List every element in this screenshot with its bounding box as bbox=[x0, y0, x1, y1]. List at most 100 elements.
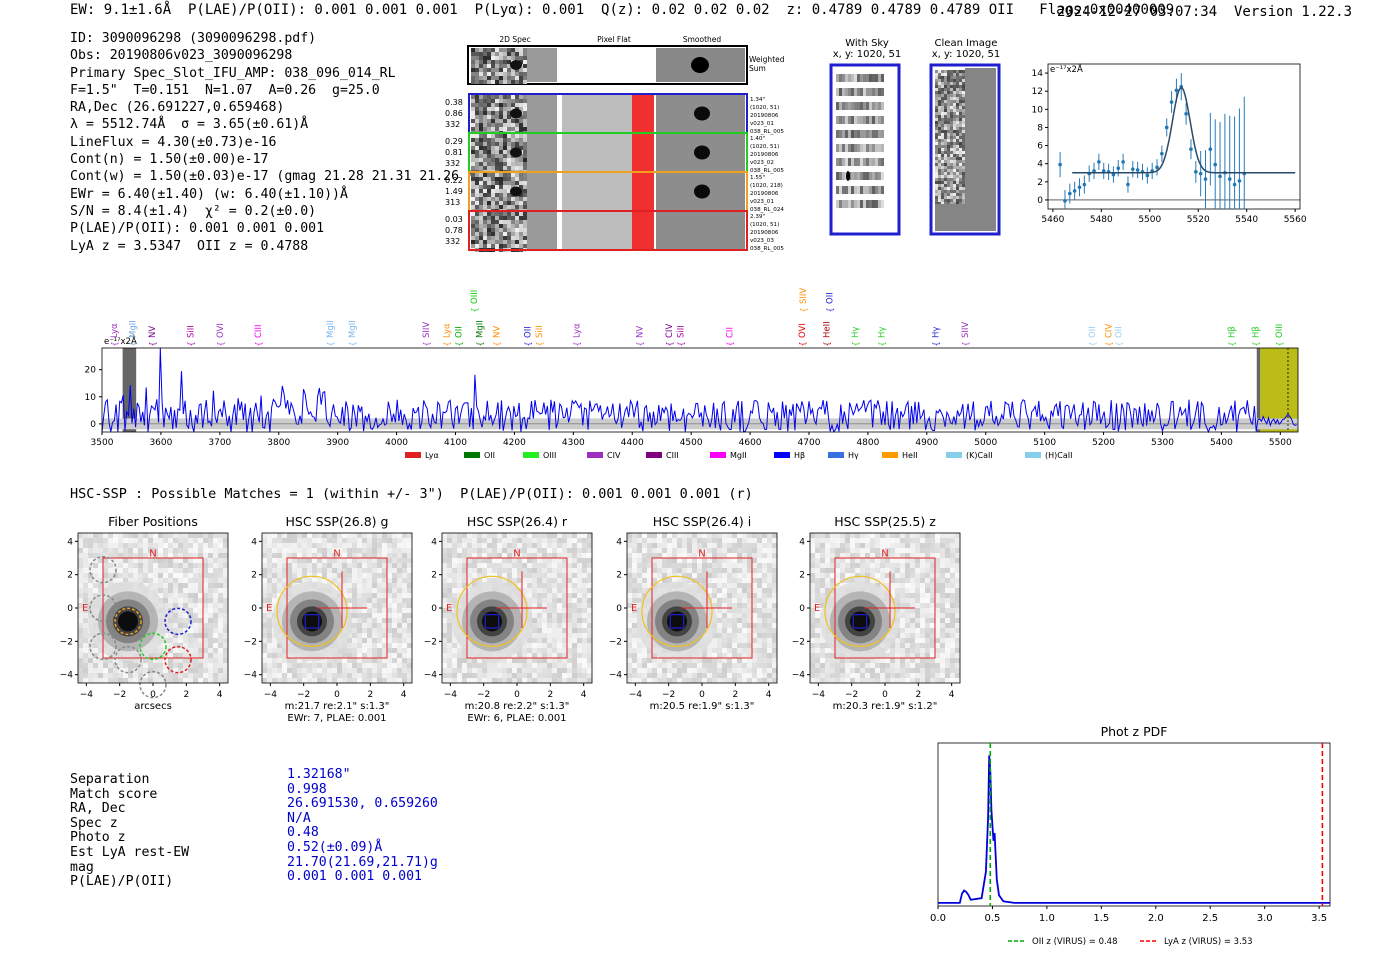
hsc-pixel bbox=[352, 613, 357, 618]
clean-image-coords: x, y: 1020, 51 bbox=[931, 49, 1001, 60]
clean-pixel bbox=[962, 70, 965, 73]
noise-pixel bbox=[487, 205, 491, 209]
hsc-pixel bbox=[362, 648, 367, 653]
hsc-pixel bbox=[642, 568, 647, 573]
emission-line-label: MgII bbox=[129, 320, 139, 338]
hsc-pixel bbox=[287, 553, 292, 558]
noise-pixel bbox=[475, 72, 479, 76]
hsc-pixel bbox=[337, 673, 342, 678]
hsc-pixel bbox=[707, 588, 712, 593]
hsc-pixel bbox=[377, 653, 382, 658]
hsc-pixel bbox=[742, 538, 747, 543]
emission-line-label: CIV bbox=[665, 324, 675, 338]
clean-pixel bbox=[947, 178, 950, 181]
hsc-pixel bbox=[188, 608, 193, 613]
clean-pixel bbox=[962, 124, 965, 127]
hsc-pixel bbox=[292, 673, 297, 678]
hsc-pixel bbox=[742, 548, 747, 553]
noise-pixel bbox=[475, 154, 479, 158]
noise-pixel bbox=[479, 119, 483, 123]
clean-pixel bbox=[953, 172, 956, 175]
hsc-pixel bbox=[143, 673, 148, 678]
hsc-pixel bbox=[133, 543, 138, 548]
hsc-pixel bbox=[667, 568, 672, 573]
hsc-pixel bbox=[337, 538, 342, 543]
sky-fiber-pixel bbox=[854, 200, 857, 208]
hsc-pixel bbox=[747, 613, 752, 618]
hsc-pixel bbox=[352, 608, 357, 613]
hsc-pixel bbox=[647, 558, 652, 563]
noise-pixel bbox=[507, 158, 511, 162]
clean-pixel bbox=[947, 91, 950, 94]
clean-pixel bbox=[956, 184, 959, 187]
hsc-pixel bbox=[218, 543, 223, 548]
hsc-pixel bbox=[767, 608, 772, 613]
hsc-pixel bbox=[297, 663, 302, 668]
hsc-pixel bbox=[372, 563, 377, 568]
hsc-pixel bbox=[717, 543, 722, 548]
clean-pixel bbox=[938, 142, 941, 145]
clean-pixel bbox=[941, 175, 944, 178]
hsc-pixel bbox=[352, 618, 357, 623]
hsc-pixel bbox=[392, 603, 397, 608]
noise-pixel bbox=[475, 216, 479, 220]
clean-pixel bbox=[944, 130, 947, 133]
noise-pixel bbox=[483, 193, 487, 197]
hsc-pixel bbox=[562, 583, 567, 588]
legend-swatch bbox=[710, 452, 726, 458]
noise-pixel bbox=[475, 244, 479, 248]
noise-pixel bbox=[475, 142, 479, 146]
hsc-xtick-label: −4 bbox=[80, 690, 94, 700]
hsc-pixel bbox=[118, 573, 123, 578]
spectrum-xtick-label: 4200 bbox=[503, 438, 526, 448]
sky-fiber-pixel bbox=[875, 172, 878, 180]
hsc-pixel bbox=[462, 573, 467, 578]
hsc-pixel bbox=[627, 538, 632, 543]
clean-pixel bbox=[962, 181, 965, 184]
noise-pixel bbox=[511, 166, 515, 170]
clean-pixel bbox=[962, 145, 965, 148]
spectrum-cutouts: 2D Spec Pixel Flat SmoothedWeightedSum0.38… bbox=[445, 35, 785, 252]
noise-pixel bbox=[507, 236, 511, 240]
hsc-pixel bbox=[517, 583, 522, 588]
hsc-pixel bbox=[203, 673, 208, 678]
hsc-pixel bbox=[198, 533, 203, 538]
hsc-pixel bbox=[262, 628, 267, 633]
hsc-pixel bbox=[223, 538, 228, 543]
hsc-pixel bbox=[302, 573, 307, 578]
hsc-pixel bbox=[557, 543, 562, 548]
hsc-pixel bbox=[497, 558, 502, 563]
zoom-xtick-label: 5460 bbox=[1041, 215, 1064, 225]
hsc-pixel bbox=[183, 533, 188, 538]
noise-pixel bbox=[491, 177, 495, 181]
hsc-pixel bbox=[183, 623, 188, 628]
hsc-pixel bbox=[387, 648, 392, 653]
hsc-pixel bbox=[402, 618, 407, 623]
clean-pixel bbox=[935, 199, 938, 202]
hsc-pixel bbox=[467, 573, 472, 578]
noise-pixel bbox=[475, 228, 479, 232]
hsc-pixel bbox=[98, 538, 103, 543]
noise-pixel bbox=[491, 142, 495, 146]
hsc-pixel bbox=[203, 558, 208, 563]
hsc-pixel bbox=[312, 673, 317, 678]
hsc-pixel bbox=[467, 658, 472, 663]
hsc-pixel bbox=[397, 613, 402, 618]
noise-pixel bbox=[491, 95, 495, 99]
hsc-pixel bbox=[262, 573, 267, 578]
hsc-pixel bbox=[537, 553, 542, 558]
pixel-flat-bad-column bbox=[632, 95, 654, 132]
noise-pixel bbox=[475, 158, 479, 162]
hsc-pixel bbox=[118, 543, 123, 548]
hsc-xtick-label: 2 bbox=[547, 690, 553, 700]
sky-fiber-pixel bbox=[881, 172, 884, 180]
hsc-pixel bbox=[752, 563, 757, 568]
sky-fiber-pixel bbox=[857, 130, 860, 138]
hsc-ytick-label: 0 bbox=[67, 604, 73, 614]
hsc-pixel bbox=[477, 538, 482, 543]
hsc-pixel bbox=[627, 578, 632, 583]
clean-pixel bbox=[950, 97, 953, 100]
hsc-pixel bbox=[103, 563, 108, 568]
hsc-pixel bbox=[397, 658, 402, 663]
hsc-pixel bbox=[627, 548, 632, 553]
